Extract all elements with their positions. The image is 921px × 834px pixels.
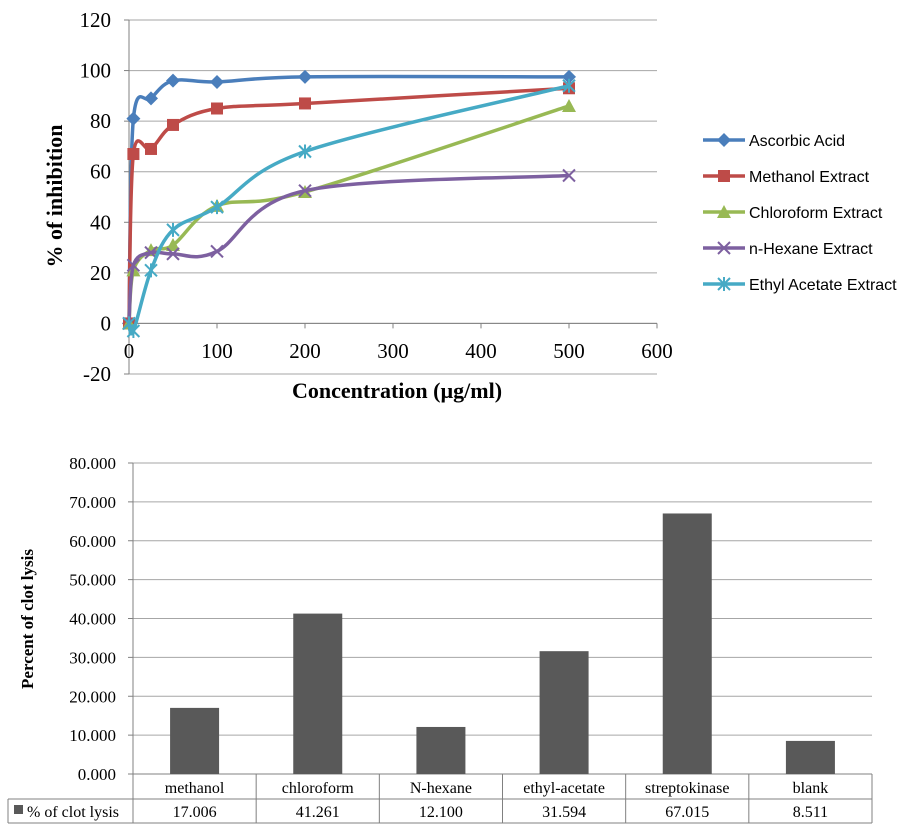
data-point-2 — [562, 98, 576, 112]
data-point-1 — [211, 102, 223, 115]
series-line-3 — [127, 173, 570, 324]
table-series-label: % of clot lysis — [27, 804, 119, 821]
legend-label-0: Ascorbic Acid — [749, 133, 845, 150]
y-axis-title: Percent of clot lysis — [18, 549, 37, 689]
data-point-1 — [299, 97, 311, 110]
x-tick-label: 400 — [465, 339, 497, 363]
bar-chloroform — [293, 613, 343, 774]
y-tick-label: 40 — [90, 210, 111, 234]
y-tick-label: -20 — [83, 362, 111, 386]
legend-marker-0 — [717, 133, 731, 147]
data-point-0 — [126, 111, 141, 126]
data-point-4 — [298, 144, 312, 159]
y-tick-label: 80.000 — [69, 454, 116, 473]
data-point-4 — [562, 78, 576, 93]
series-line-1 — [127, 86, 570, 324]
bar-N-hexane — [416, 726, 466, 774]
y-tick-label: 60.000 — [69, 532, 116, 551]
data-point-1 — [145, 142, 157, 155]
bar-ethyl-acetate — [539, 651, 589, 774]
data-point-3 — [166, 247, 180, 261]
legend-label-4: Ethyl Acetate Extract — [749, 277, 897, 294]
table-value: 8.511 — [793, 804, 828, 821]
category-label: N-hexane — [410, 780, 472, 797]
legend-label-2: Chloroform Extract — [749, 205, 883, 222]
x-tick-label: 100 — [201, 339, 233, 363]
y-tick-label: 40.000 — [69, 610, 116, 629]
x-tick-label: 500 — [553, 339, 585, 363]
x-tick-label: 600 — [641, 339, 673, 363]
y-tick-label: 0.000 — [78, 765, 116, 784]
data-point-1 — [127, 148, 140, 161]
data-point-4 — [166, 222, 180, 237]
y-tick-label: 10.000 — [69, 726, 116, 745]
data-point-3 — [126, 258, 141, 272]
bar-streptokinase — [662, 513, 712, 774]
data-point-3 — [298, 183, 312, 198]
x-tick-label: 200 — [289, 339, 321, 363]
y-axis-title: % of inhibition — [42, 124, 67, 267]
legend-label-3: n-Hexane Extract — [749, 241, 873, 258]
series-line-4 — [127, 84, 570, 336]
clot-lysis-chart: 0.000 10.000 20.000 30.000 40.000 50.000 60.00… — [7, 454, 873, 824]
y-tick-label: 20.000 — [69, 687, 116, 706]
table-value: 17.006 — [173, 804, 217, 821]
data-point-3 — [562, 168, 576, 183]
category-label: ethyl-acetate — [523, 780, 605, 797]
data-point-0 — [166, 73, 180, 88]
data-point-2 — [166, 238, 180, 252]
legend-marker-1 — [718, 170, 730, 182]
y-tick-label: 0 — [101, 311, 112, 335]
data-point-4 — [144, 263, 158, 278]
x-tick-label: 300 — [377, 339, 409, 363]
bar-methanol — [170, 707, 220, 774]
bar-blank — [785, 740, 835, 774]
y-tick-label: 20 — [90, 261, 111, 285]
category-label: methanol — [165, 780, 225, 797]
legend-marker-3 — [717, 241, 731, 255]
data-point-0 — [562, 69, 576, 84]
data-point-4 — [210, 200, 224, 215]
y-tick-label: 60 — [90, 160, 111, 184]
table-value: 31.594 — [542, 804, 586, 821]
category-label: blank — [793, 780, 829, 797]
table-value: 12.100 — [419, 804, 463, 821]
data-point-0 — [298, 69, 312, 84]
table-value: 67.015 — [665, 804, 709, 821]
category-label: streptokinase — [645, 780, 729, 797]
data-point-0 — [144, 91, 158, 106]
data-point-0 — [210, 74, 224, 89]
y-tick-label: 70.000 — [69, 493, 116, 512]
table-value: 41.261 — [296, 804, 340, 821]
x-axis-title: Concentration (µg/ml) — [292, 378, 502, 403]
inhibition-chart: -20 0 20 40 60 80 100 120 0 100 200 300 400 500 600 Con… — [42, 8, 897, 403]
data-point-4 — [126, 324, 141, 339]
data-point-1 — [167, 118, 179, 131]
y-tick-label: 30.000 — [69, 648, 116, 667]
x-tick-label: 0 — [124, 339, 135, 363]
category-label: chloroform — [282, 780, 355, 797]
y-tick-label: 50.000 — [69, 571, 116, 590]
legend-marker-2 — [717, 205, 731, 218]
data-point-3 — [210, 244, 224, 259]
y-tick-label: 80 — [90, 109, 111, 133]
y-tick-label: 120 — [80, 8, 112, 32]
y-tick-label: 100 — [80, 59, 112, 83]
legend-marker-4 — [717, 277, 731, 291]
legend-key — [14, 805, 23, 814]
legend-label-1: Methanol Extract — [749, 169, 870, 186]
